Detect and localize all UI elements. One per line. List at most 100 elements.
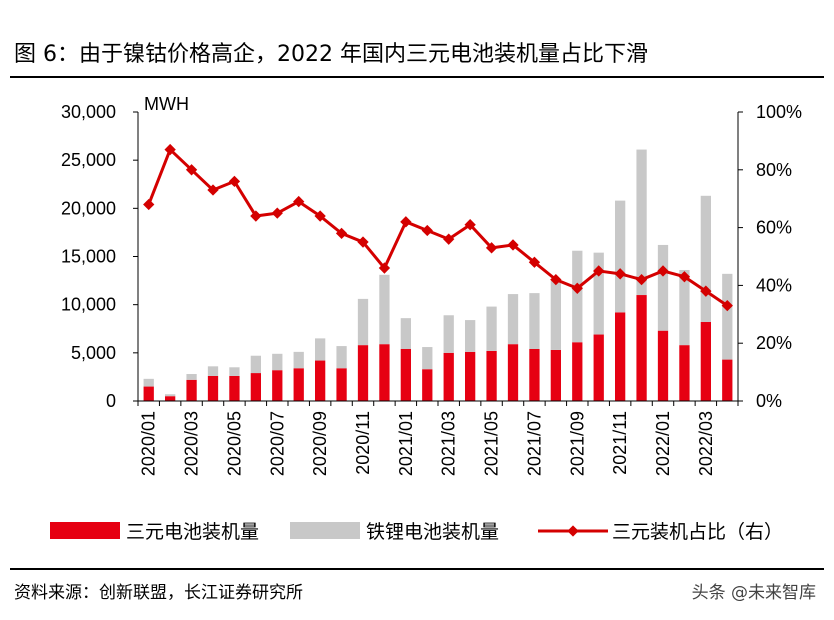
bar-lfp (250, 355, 261, 374)
bar-lfp (229, 367, 240, 376)
bar-lfp (357, 298, 369, 346)
right-tick-label: 40% (756, 275, 792, 295)
bar-lfp (379, 274, 390, 345)
share-point (635, 273, 648, 286)
x-tick-label: 2021/01 (396, 411, 416, 476)
bar-ternary (550, 349, 561, 401)
title-rule (10, 76, 824, 78)
bar-lfp (657, 244, 669, 331)
bar-lfp (465, 320, 476, 352)
bar-lfp (143, 378, 154, 387)
bar-ternary (165, 396, 176, 401)
bar-ternary (143, 386, 154, 401)
share-point (143, 198, 155, 211)
bar-ternary (529, 348, 540, 401)
right-tick-label: 100% (756, 102, 802, 122)
x-tick-label: 2021/05 (482, 411, 502, 476)
bar-ternary (636, 295, 647, 401)
x-tick-label: 2020/11 (353, 411, 373, 475)
share-point (464, 219, 476, 231)
bar-lfp (550, 280, 561, 350)
source-rule (10, 568, 824, 570)
share-point (271, 207, 283, 219)
bar-lfp (636, 149, 647, 296)
bar-ternary (357, 345, 369, 401)
bar-lfp (400, 318, 411, 349)
bar-ternary (486, 350, 497, 401)
bar-ternary (229, 375, 240, 401)
bar-ternary (315, 360, 326, 401)
share-point (614, 268, 626, 280)
bar-ternary (722, 359, 733, 401)
bar-ternary (272, 370, 283, 401)
watermark: 头条 @未来智库 (691, 583, 816, 603)
share-point (357, 236, 369, 248)
bar-ternary (443, 352, 454, 401)
bar-lfp (315, 338, 326, 361)
bar-series (143, 149, 733, 401)
x-tick-label: 2021/09 (567, 411, 587, 476)
left-tick-label: 0 (106, 391, 116, 411)
bar-ternary (679, 345, 690, 401)
bar-lfp (507, 294, 519, 345)
figure-title: 图 6：由于镍钴价格高企，2022 年国内三元电池装机量占比下滑 (14, 42, 648, 67)
bar-ternary (379, 344, 390, 401)
share-point (335, 227, 348, 240)
right-tick-label: 20% (756, 333, 792, 353)
left-axis: 0 5,000 10,000 15,000 20,000 25,000 30,000 MWH (61, 94, 189, 411)
share-point (721, 299, 733, 312)
bar-lfp (722, 273, 733, 360)
bar-lfp (486, 306, 497, 351)
share-point (485, 242, 498, 254)
share-point (378, 262, 391, 274)
share-point (571, 282, 583, 294)
legend-label-lfp: 铁锂电池装机量 (366, 521, 499, 543)
share-point (207, 184, 219, 196)
bar-lfp (207, 366, 219, 376)
right-tick-label: 60% (756, 218, 792, 238)
share-point (678, 271, 691, 283)
left-tick-label: 25,000 (61, 150, 116, 170)
share-point (400, 216, 412, 228)
left-tick-label: 10,000 (61, 295, 116, 315)
bar-ternary (657, 330, 669, 401)
bar-lfp (293, 351, 304, 369)
x-tick-label: 2022/03 (696, 411, 716, 476)
bar-lfp (272, 353, 283, 371)
bar-ternary (293, 368, 304, 401)
share-point (507, 239, 519, 251)
right-tick-label: 80% (756, 160, 792, 180)
share-point (228, 175, 241, 188)
bar-ternary (700, 322, 711, 401)
line-series (143, 143, 733, 312)
left-tick-label: 5,000 (71, 343, 116, 363)
bar-ternary (400, 348, 411, 401)
bar-lfp (679, 269, 690, 346)
bar-ternary (207, 375, 219, 401)
bar-lfp (615, 200, 626, 313)
share-point (550, 273, 562, 286)
x-tick-label: 2020/01 (139, 411, 159, 476)
bar-lfp (165, 394, 176, 397)
x-tick-label: 2022/01 (653, 411, 673, 476)
legend: 三元电池装机量 铁锂电池装机量 三元装机占比（右） (50, 521, 783, 543)
bar-ternary (572, 342, 583, 401)
bar-ternary (422, 369, 433, 401)
right-tick-label: 0% (756, 391, 782, 411)
share-point (421, 224, 433, 237)
bar-ternary (250, 373, 261, 401)
right-axis: 0% 20% 40% 60% 80% 100% (737, 102, 802, 411)
x-tick-label: 2020/05 (224, 411, 244, 476)
bar-lfp (572, 250, 583, 343)
share-line (147, 148, 729, 307)
x-axis: 2020/01 2020/03 2020/05 2020/07 2020/09 2020/… (137, 400, 739, 476)
share-point (443, 233, 455, 245)
legend-label-ternary: 三元电池装机量 (126, 521, 259, 543)
share-point (593, 265, 605, 277)
share-point (164, 143, 176, 156)
x-tick-label: 2021/11 (610, 411, 630, 475)
left-axis-unit: MWH (144, 94, 189, 114)
bar-ternary (336, 368, 347, 401)
x-tick-label: 2020/03 (182, 411, 202, 476)
